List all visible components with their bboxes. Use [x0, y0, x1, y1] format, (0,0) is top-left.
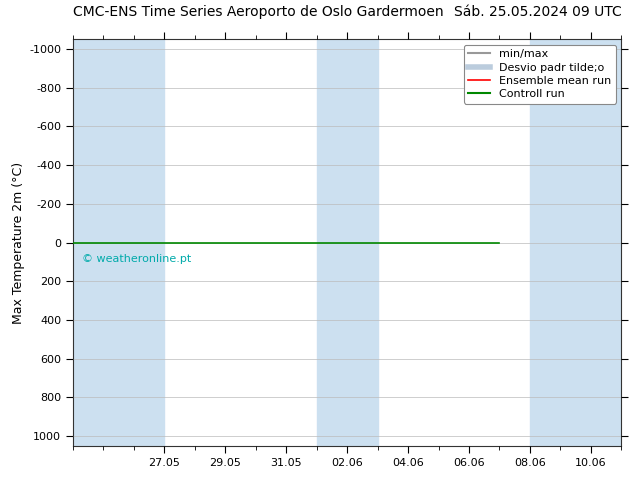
Bar	[316, 39, 378, 446]
Text: CMC-ENS Time Series Aeroporto de Oslo Gardermoen: CMC-ENS Time Series Aeroporto de Oslo Ga…	[73, 5, 444, 19]
Legend: min/max, Desvio padr tilde;o, Ensemble mean run, Controll run: min/max, Desvio padr tilde;o, Ensemble m…	[463, 45, 616, 104]
Bar	[530, 39, 621, 446]
Text: Sáb. 25.05.2024 09 UTC: Sáb. 25.05.2024 09 UTC	[453, 5, 621, 19]
Bar	[73, 39, 164, 446]
Y-axis label: Max Temperature 2m (°C): Max Temperature 2m (°C)	[12, 162, 25, 323]
Text: © weatheronline.pt: © weatheronline.pt	[82, 254, 191, 264]
